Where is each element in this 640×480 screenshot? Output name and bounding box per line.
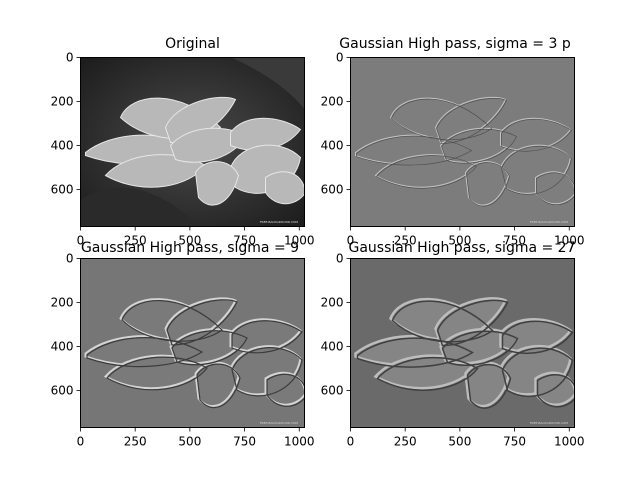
x-tick-label: 0 bbox=[347, 234, 355, 248]
x-tick-label: 750 bbox=[233, 435, 256, 449]
flower-image: FREE-BACKGROUND.COM bbox=[350, 258, 575, 428]
panel-original: Original FREE-BACKGROUND.COM bbox=[80, 36, 305, 227]
x-tick-label: 500 bbox=[448, 234, 471, 248]
watermark: FREE-BACKGROUND.COM bbox=[260, 421, 299, 425]
x-tick-label: 0 bbox=[347, 435, 355, 449]
x-tick-label: 1000 bbox=[554, 435, 585, 449]
y-tick-label: 600 bbox=[321, 384, 344, 398]
y-tick-label: 400 bbox=[51, 139, 74, 153]
y-tick-label: 0 bbox=[66, 51, 74, 65]
x-tick-label: 750 bbox=[233, 234, 256, 248]
watermark: FREE-BACKGROUND.COM bbox=[530, 220, 569, 224]
x-tick-label: 750 bbox=[503, 435, 526, 449]
x-tick-label: 250 bbox=[124, 435, 147, 449]
y-tick-label: 200 bbox=[321, 95, 344, 109]
watermark: FREE-BACKGROUND.COM bbox=[260, 220, 299, 224]
flower-image: FREE-BACKGROUND.COM bbox=[80, 258, 305, 428]
watermark: FREE-BACKGROUND.COM bbox=[530, 421, 569, 425]
y-tick-label: 0 bbox=[336, 51, 344, 65]
y-tick-label: 200 bbox=[321, 296, 344, 310]
panel-title: Original bbox=[165, 36, 220, 52]
x-tick-label: 500 bbox=[448, 435, 471, 449]
panel-title: Gaussian High pass, sigma = 27 bbox=[349, 240, 576, 256]
x-tick-label: 500 bbox=[178, 435, 201, 449]
x-tick-label: 0 bbox=[77, 435, 85, 449]
y-tick-label: 200 bbox=[51, 95, 74, 109]
x-tick-label: 1000 bbox=[284, 435, 315, 449]
flower-image: FREE-BACKGROUND.COM bbox=[350, 57, 575, 227]
y-tick-label: 600 bbox=[51, 384, 74, 398]
flower-image: FREE-BACKGROUND.COM bbox=[80, 57, 305, 227]
x-tick-label: 250 bbox=[394, 435, 417, 449]
panel-title: Gaussian High pass, sigma = 9 bbox=[81, 240, 299, 256]
y-tick-label: 400 bbox=[321, 340, 344, 354]
panel-title: Gaussian High pass, sigma = 3 p bbox=[339, 36, 571, 52]
axis-ticks: 0 200 400 600 0 250 500 750 1000 0 200 400 600 0 250 50… bbox=[51, 51, 585, 449]
x-tick-label: 0 bbox=[77, 234, 85, 248]
y-tick-label: 200 bbox=[51, 296, 74, 310]
panel-highpass-sigma-9: FREE-BACKGROUND.COM bbox=[80, 258, 305, 428]
y-tick-label: 0 bbox=[66, 252, 74, 266]
x-tick-label: 250 bbox=[394, 234, 417, 248]
y-tick-label: 0 bbox=[336, 252, 344, 266]
panel-highpass-sigma-27: FREE-BACKGROUND.COM bbox=[350, 258, 575, 428]
y-tick-label: 600 bbox=[321, 183, 344, 197]
y-tick-label: 400 bbox=[321, 139, 344, 153]
x-tick-label: 750 bbox=[503, 234, 526, 248]
x-tick-label: 1000 bbox=[554, 234, 585, 248]
y-tick-label: 400 bbox=[51, 340, 74, 354]
x-tick-label: 250 bbox=[124, 234, 147, 248]
y-tick-label: 600 bbox=[51, 183, 74, 197]
x-tick-label: 500 bbox=[178, 234, 201, 248]
panel-highpass-sigma-3: Gaussian High pass, sigma = 3 p FREE-BAC… bbox=[339, 36, 575, 227]
x-tick-label: 1000 bbox=[284, 234, 315, 248]
